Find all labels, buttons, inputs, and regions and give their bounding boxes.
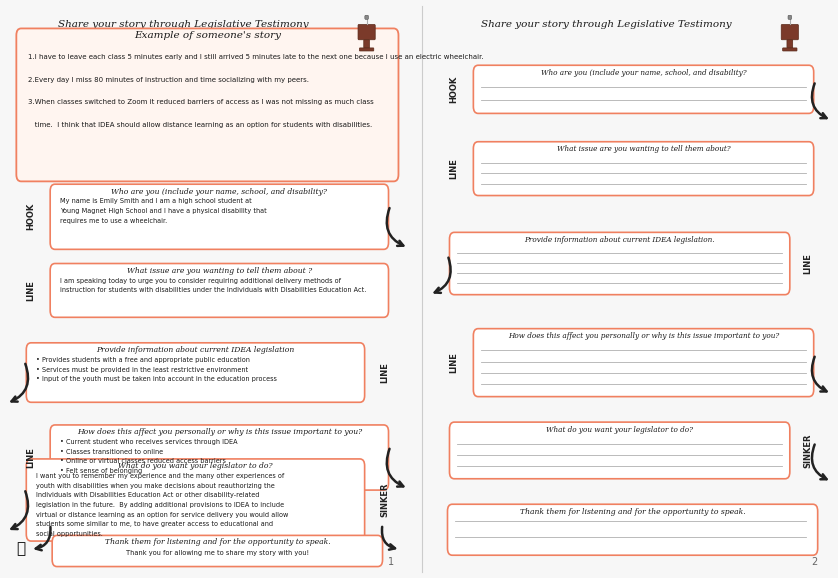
FancyBboxPatch shape: [26, 459, 365, 541]
Text: students some similar to me, to have greater access to educational and: students some similar to me, to have gre…: [36, 521, 273, 527]
FancyBboxPatch shape: [788, 15, 792, 20]
Text: What issue are you wanting to tell them about ?: What issue are you wanting to tell them …: [127, 267, 312, 275]
FancyBboxPatch shape: [364, 40, 370, 48]
Text: • Online or virtual classes reduced access barriers: • Online or virtual classes reduced acce…: [60, 458, 226, 464]
Text: What issue are you wanting to tell them about?: What issue are you wanting to tell them …: [556, 145, 731, 153]
Text: 1.I have to leave each class 5 minutes early and I still arrived 5 minutes late : 1.I have to leave each class 5 minutes e…: [28, 54, 484, 60]
FancyBboxPatch shape: [447, 504, 818, 555]
FancyBboxPatch shape: [473, 65, 814, 113]
Text: Share your story through Legislative Testimony: Share your story through Legislative Tes…: [481, 20, 732, 29]
FancyBboxPatch shape: [52, 535, 382, 566]
FancyBboxPatch shape: [50, 425, 389, 490]
FancyBboxPatch shape: [26, 343, 365, 402]
Text: Thank them for listening and for the opportunity to speak.: Thank them for listening and for the opp…: [105, 538, 330, 546]
Text: LINE: LINE: [449, 158, 458, 179]
FancyBboxPatch shape: [787, 40, 793, 48]
Text: How does this affect you personally or why is this issue important to you?: How does this affect you personally or w…: [77, 428, 362, 436]
Text: • Classes transitioned to online: • Classes transitioned to online: [60, 449, 163, 455]
Text: Provide information about current IDEA legislation: Provide information about current IDEA l…: [96, 346, 295, 354]
Text: My name is Emily Smith and I am a high school student at: My name is Emily Smith and I am a high s…: [60, 198, 252, 205]
Text: What do you want your legislator to do?: What do you want your legislator to do?: [546, 425, 693, 434]
FancyBboxPatch shape: [365, 15, 369, 20]
FancyBboxPatch shape: [50, 184, 389, 249]
Text: 3.When classes switched to Zoom it reduced barriers of access as I was not missi: 3.When classes switched to Zoom it reduc…: [28, 99, 374, 105]
Text: LINE: LINE: [449, 352, 458, 373]
Text: youth with disabilities when you make decisions about reauthorizing the: youth with disabilities when you make de…: [36, 483, 275, 489]
FancyBboxPatch shape: [449, 232, 789, 295]
FancyBboxPatch shape: [473, 142, 814, 195]
FancyBboxPatch shape: [17, 28, 399, 181]
Text: legislation in the future.  By adding additional provisions to IDEA to include: legislation in the future. By adding add…: [36, 502, 284, 508]
Text: 1: 1: [388, 557, 395, 566]
FancyBboxPatch shape: [449, 422, 789, 479]
Text: • Felt sense of belonging: • Felt sense of belonging: [60, 468, 142, 474]
FancyBboxPatch shape: [358, 24, 375, 40]
Text: LINE: LINE: [26, 280, 34, 301]
Text: HOOK: HOOK: [449, 76, 458, 103]
Text: 2: 2: [811, 557, 818, 566]
Text: SINKER: SINKER: [380, 483, 389, 517]
Text: I want you to remember my experience and the many other experiences of: I want you to remember my experience and…: [36, 473, 284, 479]
FancyBboxPatch shape: [781, 24, 799, 40]
Text: HOOK: HOOK: [26, 203, 34, 231]
Text: LINE: LINE: [26, 447, 34, 468]
Text: requires me to use a wheelchair.: requires me to use a wheelchair.: [60, 218, 168, 224]
Text: virtual or distance learning as an option for service delivery you would allow: virtual or distance learning as an optio…: [36, 512, 288, 518]
Text: time.  I think that IDEA should allow distance learning as an option for student: time. I think that IDEA should allow dis…: [28, 122, 373, 128]
Text: Provide information about current IDEA legislation.: Provide information about current IDEA l…: [525, 236, 715, 244]
Text: LINE: LINE: [804, 253, 812, 274]
Text: • Current student who receives services through IDEA: • Current student who receives services …: [60, 439, 238, 445]
Text: • Provides students with a free and appropriate public education: • Provides students with a free and appr…: [36, 357, 250, 363]
Text: Example of someone's story: Example of someone's story: [134, 31, 281, 40]
Text: 2.Every day I miss 80 minutes of instruction and time socializing with my peers.: 2.Every day I miss 80 minutes of instruc…: [28, 77, 309, 83]
Text: I am speaking today to urge you to consider requiring additional delivery method: I am speaking today to urge you to consi…: [60, 277, 341, 284]
Text: • Input of the youth must be taken into account in the education process: • Input of the youth must be taken into …: [36, 376, 277, 382]
Text: Thank them for listening and for the opportunity to speak.: Thank them for listening and for the opp…: [520, 507, 745, 516]
FancyBboxPatch shape: [50, 264, 389, 317]
FancyBboxPatch shape: [473, 329, 814, 397]
Text: How does this affect you personally or why is this issue important to you?: How does this affect you personally or w…: [508, 332, 779, 340]
Text: Individuals with Disabilities Education Act or other disability-related: Individuals with Disabilities Education …: [36, 492, 260, 498]
Text: What do you want your legislator to do?: What do you want your legislator to do?: [118, 462, 273, 470]
FancyBboxPatch shape: [360, 48, 374, 51]
Text: Thank you for allowing me to share my story with you!: Thank you for allowing me to share my st…: [126, 550, 309, 555]
Text: 🧍: 🧍: [16, 541, 25, 556]
Text: • Services must be provided in the least restrictive environment: • Services must be provided in the least…: [36, 366, 248, 373]
Text: Who are you (include your name, school, and disability?: Who are you (include your name, school, …: [541, 69, 747, 77]
Text: Young Magnet High School and I have a physical disability that: Young Magnet High School and I have a ph…: [60, 208, 266, 214]
Text: SINKER: SINKER: [804, 433, 812, 468]
FancyBboxPatch shape: [783, 48, 797, 51]
Text: instruction for students with disabilities under the Individuals with Disabiliti: instruction for students with disabiliti…: [60, 287, 366, 293]
Text: social opportunities.: social opportunities.: [36, 531, 103, 537]
Text: Who are you (include your name, school, and disability?: Who are you (include your name, school, …: [111, 188, 328, 195]
Text: LINE: LINE: [380, 362, 389, 383]
Text: Share your story through Legislative Testimony: Share your story through Legislative Tes…: [58, 20, 309, 29]
